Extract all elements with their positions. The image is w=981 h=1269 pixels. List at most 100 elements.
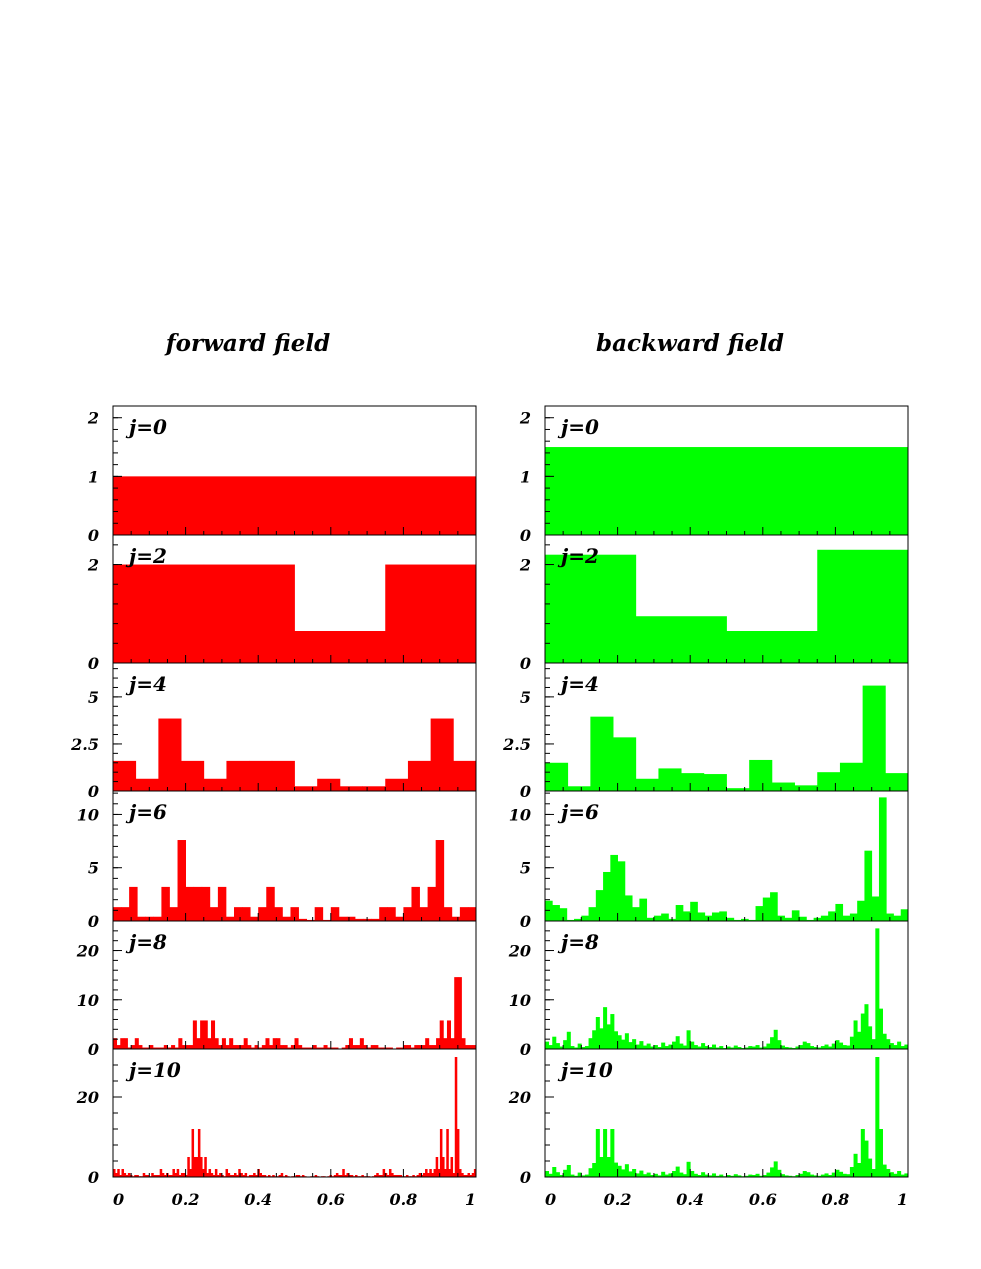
histogram-bar: [170, 1175, 173, 1177]
histogram-bar: [265, 1038, 270, 1049]
histogram-bar: [635, 778, 659, 791]
histogram-bar: [350, 1175, 354, 1177]
histogram-bar: [748, 919, 756, 921]
histogram-bar: [567, 786, 591, 791]
histogram-bar: [157, 1175, 161, 1177]
histogram-bar: [125, 1175, 129, 1177]
histogram-bar: [864, 1004, 869, 1049]
histogram-bar: [327, 1047, 332, 1049]
histogram-bar: [171, 1045, 176, 1049]
histogram-bar: [274, 907, 283, 921]
histogram-bar: [113, 1038, 118, 1049]
histogram-bar: [646, 1172, 651, 1177]
histogram-bar: [628, 1171, 633, 1177]
histogram-bar: [849, 1167, 854, 1177]
histogram-bar: [212, 1175, 216, 1177]
histogram-bar: [189, 1045, 194, 1049]
histogram-bar: [113, 1169, 116, 1177]
histogram-bar: [134, 1038, 139, 1049]
histogram-bar: [748, 1174, 753, 1177]
histogram-bar: [817, 772, 841, 791]
histogram-bar: [225, 1045, 230, 1049]
histogram-bar: [690, 1171, 695, 1177]
y-tick-label: 0: [88, 782, 99, 801]
x-tick-label: 0.2: [604, 1190, 632, 1209]
histogram-bar: [751, 1175, 756, 1177]
histogram-bar: [284, 1175, 288, 1177]
histogram-bar: [581, 1047, 586, 1049]
histogram-bar: [574, 918, 582, 921]
histogram-bar: [305, 1047, 310, 1049]
histogram-bar: [176, 1169, 180, 1177]
histogram-bar: [653, 1045, 658, 1049]
histogram-bar: [711, 1044, 717, 1049]
histogram-bar: [555, 1172, 560, 1177]
histogram-bar: [592, 1163, 597, 1177]
histogram-bar: [635, 1173, 640, 1177]
histogram-bar: [174, 1047, 179, 1049]
histogram-bar: [159, 1169, 163, 1177]
histogram-bar: [255, 1175, 258, 1177]
histogram-bar: [412, 1175, 415, 1177]
histogram-bar: [755, 906, 764, 921]
histogram-bar: [842, 1045, 847, 1049]
y-tick-label: 0: [88, 1168, 99, 1187]
histogram-bar: [817, 1175, 822, 1177]
forward-panel-j10: 0 20 j=10: [76, 1048, 477, 1187]
x-tick-label: 0.4: [244, 1190, 272, 1209]
histogram-bar: [374, 1175, 377, 1177]
histogram-bar: [191, 1129, 195, 1177]
histogram-bar: [839, 762, 864, 791]
histogram-bar: [253, 1173, 256, 1177]
histogram-bar: [185, 1045, 190, 1049]
histogram-bar: [693, 1045, 698, 1049]
y-tick-label: 0: [88, 654, 99, 673]
histogram-bar: [860, 1013, 865, 1049]
histogram-bar: [668, 1173, 673, 1177]
histogram-bar: [121, 1169, 125, 1177]
histogram-bar: [704, 1046, 709, 1049]
histogram-bar: [679, 1172, 684, 1177]
histogram-bar: [403, 907, 412, 921]
histogram-bar: [780, 1174, 785, 1177]
histogram-bar: [127, 1047, 132, 1049]
histogram-bar: [643, 1174, 648, 1177]
histogram-bar: [839, 1171, 844, 1177]
histogram-bar: [799, 1173, 804, 1177]
histogram-bar: [711, 1173, 717, 1177]
histogram-bar: [828, 1046, 833, 1049]
y-tick-label: 20: [508, 942, 531, 961]
histogram-bar: [766, 1172, 771, 1177]
forward-field-title: forward field: [165, 330, 331, 357]
panel-label: j=6: [125, 800, 167, 824]
histogram-bar: [232, 1045, 237, 1049]
histogram-bar: [465, 1175, 468, 1177]
histogram-bar: [885, 773, 909, 791]
histogram-bar: [842, 915, 851, 921]
histogram-bar: [471, 1173, 475, 1177]
histogram-bar: [259, 1173, 262, 1177]
histogram-bar: [399, 1047, 404, 1049]
histogram-bar: [356, 1045, 361, 1049]
histogram-bar: [388, 1047, 393, 1049]
histogram-bar: [886, 1169, 891, 1177]
histogram-bar: [201, 886, 211, 921]
histogram-bar: [639, 1041, 644, 1049]
histogram-bar: [452, 1173, 456, 1177]
backward-panel-j8: 0 10 20 j=8: [508, 920, 909, 1059]
histogram-bar: [755, 1173, 760, 1177]
backward-panel-j0: 0 1 2 j=0: [519, 405, 909, 545]
histogram-bar: [422, 1173, 426, 1177]
histogram-bar: [715, 1047, 720, 1049]
histogram-bar: [461, 1173, 464, 1177]
histogram-bar: [439, 1129, 443, 1177]
histogram-bar: [236, 1175, 239, 1177]
histogram-bar: [178, 1175, 182, 1177]
histogram-bar: [242, 1175, 246, 1177]
histogram-bar: [397, 1175, 400, 1177]
histogram-bar: [603, 1007, 608, 1049]
histogram-bar: [144, 1175, 148, 1177]
histogram-bar: [371, 918, 380, 921]
histogram-bar: [425, 1038, 430, 1049]
histogram-bar: [450, 1157, 454, 1177]
